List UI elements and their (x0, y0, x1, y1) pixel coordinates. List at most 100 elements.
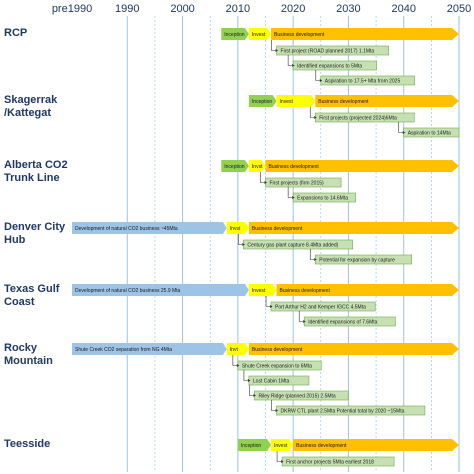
milestone-text: Aspiration to 14Mta (408, 131, 451, 137)
phase-label-invest: Invt (230, 347, 239, 353)
phase-development (72, 284, 249, 296)
arrow-icon (270, 305, 273, 308)
region-5: Rocky Mountain Shute Creek CO2 separation … (4, 342, 459, 416)
arrow-icon (275, 49, 279, 52)
phase-label-inception: Inception (224, 164, 245, 170)
arrow-icon (281, 460, 284, 463)
region-name: Alberta CO2 Trunk Line (4, 159, 68, 184)
axis-tick-2000: 2000 (170, 3, 194, 15)
phase-business (248, 343, 459, 355)
phase-label-business: Business development (252, 226, 303, 232)
region-1: Skagerrak/Kattegat Inception Invest Busines… (4, 94, 460, 138)
phase-label-development: Development of natural CO2 business 25.9… (75, 288, 181, 294)
milestone-text: First projects (projected 2024)6Mta (319, 116, 397, 122)
milestone-connector (271, 40, 276, 51)
arrow-icon (242, 243, 245, 246)
phase-invest (248, 28, 272, 40)
milestone-text: First project (ROAD planned 2017) 1.1Mta (281, 49, 375, 55)
phase-bar: Inception Invest Business development (248, 95, 459, 107)
phase-label-invest: Invest (280, 99, 294, 105)
arrow-icon (292, 196, 295, 199)
arrow-icon (292, 64, 295, 67)
phase-bar: Inception Invest Business development (221, 28, 459, 40)
phase-bar: Inception Invest Business development (237, 439, 459, 451)
milestone-connector (249, 385, 254, 396)
milestone-text: Port Arthur H2 and Kemper IGCC 4.5Mta (275, 305, 366, 311)
arrow-icon (314, 116, 317, 119)
milestone-connector (298, 311, 304, 322)
phase-business (271, 28, 459, 40)
phase-bar: Development of natural CO2 business 25.9… (72, 284, 459, 296)
milestone-connector (287, 187, 293, 198)
milestone-connector (265, 296, 271, 307)
milestone-connector (238, 234, 243, 245)
arrow-icon (236, 364, 240, 367)
phase-invest (226, 343, 249, 355)
region-name: Skagerrak/Kattegat (4, 94, 58, 119)
phase-label-business: Business development (252, 347, 303, 353)
phase-inception (221, 160, 249, 172)
arrow-icon (402, 131, 406, 134)
phase-business (265, 160, 459, 172)
phase-label-business: Business development (269, 164, 320, 170)
phase-bar: Shute Creek CO2 separation from NG 4Mta I… (72, 343, 459, 355)
phase-label-inception: Inception (241, 443, 262, 449)
milestone-text: Shute Creek expansion to 6Mta (242, 364, 312, 370)
phase-label-business: Business development (318, 99, 369, 105)
phase-invest (226, 222, 249, 234)
milestone-connector (315, 70, 320, 81)
phase-label-inception: Inception (224, 32, 245, 38)
phase-inception (237, 439, 272, 451)
arrow-icon (247, 379, 251, 382)
phase-business (293, 439, 459, 451)
phase-invest (248, 284, 277, 296)
region-name: Texas Gulf Coast (4, 283, 60, 308)
milestone-text: DKRW CTL plant 2.5Mta Potential total by… (281, 409, 405, 415)
region-4: Texas Gulf Coast Development of natural CO… (4, 283, 459, 327)
milestone-connector (260, 172, 265, 183)
phase-inception (221, 28, 249, 40)
milestone-text: Identified expansions to 5Mta (297, 64, 362, 70)
phase-inception (248, 95, 277, 107)
milestone-text: Identified expansions of 7.6Mta (308, 320, 377, 326)
phase-bar: Development of natural CO2 business ~45M… (72, 222, 459, 234)
milestone-connector (309, 249, 315, 260)
milestone-connector (232, 355, 237, 366)
milestone-text: Potential for expansion by capture (319, 258, 395, 264)
milestone-connector (276, 451, 282, 462)
phase-label-invest: Invest (274, 443, 288, 449)
arrow-icon (303, 320, 306, 323)
phase-invest (276, 95, 316, 107)
phase-label-invest: Invest (252, 32, 266, 38)
phase-label-development: Shute Creek CO2 separation from NG 4Mta (75, 347, 172, 353)
phase-label-business: Business development (296, 443, 347, 449)
region-3: Denver City Hub Development of natural CO2… (4, 221, 459, 265)
phase-business (276, 284, 459, 296)
phase-label-invest: Invest (252, 288, 266, 294)
milestone-connector (271, 400, 276, 411)
region-name: RCP (4, 27, 27, 39)
region-0: RCP Inception Invest Business development Fi… (4, 27, 459, 86)
region-name: Denver City Hub (4, 221, 66, 246)
region-2: Alberta CO2 Trunk Line Inception Invst Busin… (4, 159, 459, 203)
phase-bar: Inception Invst Business development (221, 160, 459, 172)
arrow-icon (264, 181, 267, 184)
milestone-text: First anchor projects 5Mta earliest 2018 (286, 460, 374, 466)
phase-development (72, 222, 227, 234)
milestone-text: Expansions to 14.6Mta (297, 196, 348, 202)
region-name: Rocky Mountain (4, 342, 53, 367)
milestone-connector (287, 55, 293, 66)
milestone-text: Aspiration to 17.5+ Mta from 2025 (325, 79, 401, 85)
phase-label-development: Development of natural CO2 business ~45M… (75, 226, 178, 232)
arrow-icon (319, 79, 323, 82)
axis-tick-pre1990: pre1990 (52, 3, 92, 15)
phase-label-invest: Invst (230, 226, 241, 232)
milestone-connector (309, 107, 315, 118)
phase-invest (248, 160, 266, 172)
axis-tick-1990: 1990 (115, 3, 139, 15)
arrow-icon (314, 258, 317, 261)
region-6: Teesside Inception Invest Business developm… (4, 438, 459, 467)
phase-invest (271, 439, 294, 451)
phase-label-invest: Invst (252, 164, 263, 170)
